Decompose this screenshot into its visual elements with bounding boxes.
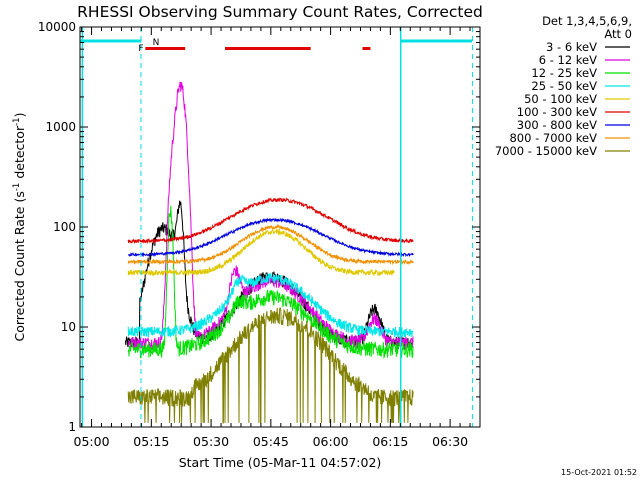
legend-label-4: 25 - 50 keV	[531, 79, 597, 93]
x-axis: 05:00 05:15 05:30 05:45 06:00 06:15 06:30	[74, 27, 481, 449]
y-axis-label: Corrected Count Rate (s-1 detector-1)	[12, 113, 27, 342]
series-layer	[124, 81, 414, 424]
legend-label-8: 800 - 7000 keV	[509, 131, 597, 145]
x-tick-label: 05:30	[193, 434, 229, 449]
series-line-9	[127, 307, 414, 424]
series-line-6	[127, 197, 414, 245]
x-tick-label: 06:00	[313, 434, 349, 449]
series-line-3	[127, 205, 414, 359]
series-line-7	[127, 217, 414, 258]
y-tick-label: 10	[61, 320, 76, 334]
y-tick-label: 1000	[45, 120, 76, 134]
chart-title: RHESSI Observing Summary Count Rates, Co…	[77, 3, 483, 21]
series-line-2	[127, 81, 414, 352]
series-line-4	[127, 272, 414, 339]
x-tick-label: 06:15	[372, 434, 408, 449]
flare-flag-label: F	[138, 44, 143, 54]
legend-label-7: 300 - 800 keV	[517, 118, 597, 132]
x-tick-label: 06:30	[432, 434, 468, 449]
legend-header-detectors: Det 1,3,4,5,6,9,	[542, 14, 632, 28]
y-tick-label: 10000	[38, 20, 76, 34]
y-tick-label: 1	[68, 420, 76, 434]
x-tick-label: 05:15	[133, 434, 169, 449]
x-tick-label: 05:00	[74, 434, 110, 449]
series-line-5	[127, 228, 395, 277]
legend-label-2: 6 - 12 keV	[539, 53, 597, 67]
series-line-8	[127, 223, 414, 266]
legend-label-6: 100 - 300 keV	[517, 105, 597, 119]
x-tick-label: 05:45	[253, 434, 289, 449]
y-axis: 1 10 100 1000 10000	[38, 20, 480, 434]
night-flag-label: N	[153, 38, 160, 48]
legend-label-9: 7000 - 15000 keV	[495, 144, 597, 158]
legend-label-3: 12 - 25 keV	[531, 66, 597, 80]
legend-label-5: 50 - 100 keV	[524, 92, 597, 106]
plot-frame	[79, 26, 481, 428]
x-axis-label: Start Time (05-Mar-11 04:57:02)	[179, 455, 382, 470]
legend-header-attenuator: Att 0	[604, 27, 632, 41]
y-tick-label: 100	[53, 220, 76, 234]
generation-timestamp: 15-Oct-2021 01:52	[561, 468, 637, 477]
legend-label-1: 3 - 6 keV	[546, 40, 597, 54]
